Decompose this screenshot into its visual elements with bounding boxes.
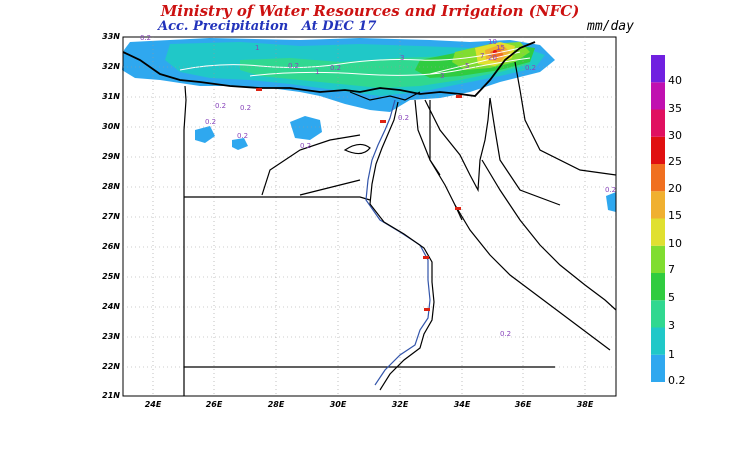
legend-label: 15	[668, 209, 682, 222]
contour-label: 15	[496, 44, 505, 52]
legend-swatch	[651, 136, 665, 164]
legend-label: 35	[668, 102, 682, 115]
legend-swatch	[651, 354, 665, 382]
legend-label: 1	[668, 348, 675, 361]
lat-label: 22N	[102, 362, 120, 371]
contour-label: 0.2	[500, 330, 511, 338]
legend-label: 5	[668, 291, 675, 304]
contour-label: 0.2	[330, 64, 341, 72]
contour-label: 0.2	[398, 114, 409, 122]
map-title: Ministry of Water Resources and Irrigati…	[160, 2, 580, 20]
precip-area-0.2	[290, 116, 322, 140]
contour-label: 0.2	[240, 104, 251, 112]
precip-area-0.2	[232, 138, 248, 150]
lat-label: 29N	[102, 152, 120, 161]
lat-label: 25N	[102, 272, 120, 281]
lat-label: 31N	[102, 92, 120, 101]
lon-label: 38E	[576, 400, 594, 409]
contour-label: 0.2	[205, 118, 216, 126]
city-marker	[456, 95, 462, 98]
libya-egypt-border	[183, 85, 187, 396]
nile-delta	[349, 91, 421, 101]
sudan-boundary	[184, 196, 371, 201]
contour-label: 0.2	[605, 186, 616, 194]
contour-labels: 0.2 0.2 0.2 0.2 0.2 0.2 0.2 0.2 0.2 1 1 …	[140, 34, 616, 338]
contour-label: 1	[255, 44, 259, 52]
contour-label: 0.2	[140, 34, 151, 42]
contour-label: 20	[488, 54, 497, 62]
city-marker	[424, 308, 430, 311]
gulf-of-suez	[414, 99, 463, 221]
legend-swatch	[651, 82, 665, 110]
red-sea-east-coast	[481, 159, 617, 311]
legend-label: 20	[668, 182, 682, 195]
legend-label: 30	[668, 129, 682, 142]
contour-label: 5	[465, 62, 469, 70]
map-frame	[122, 36, 617, 397]
contour-label: 3	[400, 54, 404, 62]
precip-area-0.2	[606, 192, 616, 212]
city-markers	[256, 88, 462, 311]
lat-label: 23N	[102, 332, 120, 341]
legend-swatch	[651, 55, 665, 83]
lon-label: 30E	[329, 400, 347, 409]
unit-label: mm/day	[587, 19, 634, 34]
date-label: At DEC 17	[301, 19, 377, 34]
legend-label: 40	[668, 74, 682, 87]
contour-lines	[179, 47, 531, 77]
lat-label: 26N	[102, 242, 120, 251]
lat-label: 27N	[102, 212, 120, 221]
lat-label: 21N	[102, 391, 120, 400]
contour-label: 0.2	[525, 64, 536, 72]
map-subtitle: Acc. Precipitation At DEC 17	[158, 19, 376, 34]
lon-label: 28E	[267, 400, 285, 409]
lon-label: 36E	[514, 400, 532, 409]
legend-label: 3	[668, 319, 675, 332]
sinai-coast	[424, 97, 491, 193]
city-marker	[380, 120, 386, 123]
contour-label: 3	[440, 72, 444, 80]
city-marker	[423, 256, 429, 259]
legend-swatch	[651, 164, 665, 192]
contour-label: 0.2	[288, 62, 299, 70]
legend-swatch	[651, 109, 665, 137]
subtitle-text: Acc. Precipitation	[158, 19, 289, 34]
lat-label: 30N	[102, 122, 120, 131]
legend-bar	[651, 55, 665, 382]
contour-label: 10	[488, 38, 497, 46]
legend-swatch	[651, 327, 665, 355]
legend-swatch	[651, 218, 665, 246]
lat-label: 32N	[102, 62, 120, 71]
lon-label: 26E	[205, 400, 223, 409]
contour-label: 1	[315, 68, 319, 76]
lat-label: 33N	[102, 32, 120, 41]
legend-swatch	[651, 273, 665, 301]
contour-label: 0.2	[300, 142, 311, 150]
legend-label: 25	[668, 155, 682, 168]
legend-swatch	[651, 191, 665, 219]
qattara-lake	[343, 143, 371, 155]
precip-fill	[122, 38, 616, 212]
mediterranean-coast	[122, 41, 536, 97]
legend-swatch	[651, 300, 665, 328]
lon-label: 32E	[391, 400, 409, 409]
legend-label: 0.2	[668, 374, 686, 387]
precip-area-0.2	[195, 126, 215, 143]
city-marker	[455, 207, 461, 210]
contour-label: 0.2	[215, 102, 226, 110]
lat-label: 24N	[102, 302, 120, 311]
lon-label: 24E	[144, 400, 162, 409]
contour-label: 7	[480, 52, 484, 60]
lat-label: 28N	[102, 182, 120, 191]
nile-river	[365, 99, 431, 386]
contour-label: 0.2	[237, 132, 248, 140]
legend-label: 7	[668, 263, 675, 276]
legend-label: 10	[668, 237, 682, 250]
legend-swatch	[651, 245, 665, 273]
red-sea-west-coast	[454, 204, 611, 351]
city-marker	[256, 88, 262, 91]
lon-label: 34E	[453, 400, 471, 409]
